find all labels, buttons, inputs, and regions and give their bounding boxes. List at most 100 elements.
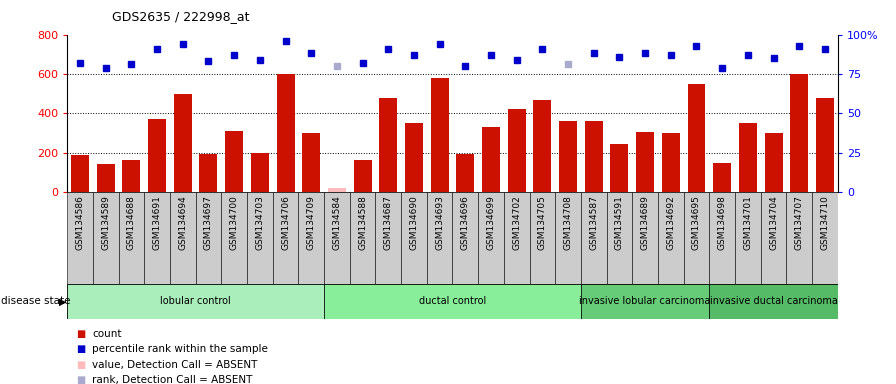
Bar: [401, 192, 426, 284]
Bar: [636, 132, 654, 192]
Bar: [93, 192, 118, 284]
Text: GSM134710: GSM134710: [821, 195, 830, 250]
Text: GSM134688: GSM134688: [127, 195, 136, 250]
Bar: [761, 192, 787, 284]
Text: GSM134706: GSM134706: [281, 195, 290, 250]
Text: GSM134694: GSM134694: [178, 195, 187, 250]
Bar: [478, 192, 504, 284]
Text: GDS2635 / 222998_at: GDS2635 / 222998_at: [112, 10, 249, 23]
Text: GSM134587: GSM134587: [590, 195, 599, 250]
Text: ■: ■: [76, 360, 85, 370]
Text: GSM134691: GSM134691: [152, 195, 161, 250]
Bar: [452, 192, 478, 284]
Text: GSM134584: GSM134584: [332, 195, 341, 250]
Text: ■: ■: [76, 375, 85, 384]
Bar: [687, 84, 705, 192]
Text: GSM134705: GSM134705: [538, 195, 547, 250]
Text: ductal control: ductal control: [418, 296, 487, 306]
Text: GSM134698: GSM134698: [718, 195, 727, 250]
Bar: [713, 164, 731, 192]
Text: ■: ■: [76, 344, 85, 354]
Text: GSM134690: GSM134690: [409, 195, 418, 250]
Bar: [118, 192, 144, 284]
Bar: [405, 123, 423, 192]
Text: ■: ■: [76, 329, 85, 339]
Bar: [123, 159, 141, 192]
Bar: [662, 133, 680, 192]
Text: disease state: disease state: [1, 296, 71, 306]
Bar: [812, 192, 838, 284]
Bar: [431, 78, 449, 192]
Bar: [247, 192, 272, 284]
Bar: [97, 164, 115, 192]
Bar: [530, 192, 556, 284]
Bar: [298, 192, 324, 284]
Bar: [581, 284, 710, 319]
Text: invasive ductal carcinoma: invasive ductal carcinoma: [710, 296, 838, 306]
Bar: [559, 121, 577, 192]
Bar: [581, 192, 607, 284]
Bar: [379, 98, 397, 192]
Bar: [221, 192, 247, 284]
Bar: [684, 192, 710, 284]
Text: GSM134692: GSM134692: [667, 195, 676, 250]
Bar: [710, 284, 838, 319]
Bar: [148, 119, 166, 192]
Bar: [787, 192, 812, 284]
Text: GSM134687: GSM134687: [383, 195, 392, 250]
Bar: [735, 192, 761, 284]
Bar: [200, 154, 218, 192]
Bar: [508, 109, 526, 192]
Bar: [272, 192, 298, 284]
Bar: [456, 154, 474, 192]
Bar: [324, 192, 349, 284]
Text: GSM134588: GSM134588: [358, 195, 367, 250]
Bar: [328, 188, 346, 192]
Bar: [764, 133, 782, 192]
Text: GSM134695: GSM134695: [692, 195, 701, 250]
Bar: [324, 284, 581, 319]
Bar: [375, 192, 401, 284]
Text: GSM134709: GSM134709: [306, 195, 315, 250]
Text: GSM134689: GSM134689: [641, 195, 650, 250]
Text: GSM134699: GSM134699: [487, 195, 495, 250]
Bar: [67, 192, 93, 284]
Text: GSM134700: GSM134700: [229, 195, 238, 250]
Bar: [585, 121, 603, 192]
Text: GSM134703: GSM134703: [255, 195, 264, 250]
Bar: [710, 192, 735, 284]
Bar: [610, 144, 628, 192]
Text: GSM134702: GSM134702: [513, 195, 521, 250]
Bar: [426, 192, 452, 284]
Text: invasive lobular carcinoma: invasive lobular carcinoma: [580, 296, 711, 306]
Bar: [504, 192, 530, 284]
Text: GSM134708: GSM134708: [564, 195, 573, 250]
Bar: [607, 192, 633, 284]
Bar: [67, 284, 324, 319]
Bar: [195, 192, 221, 284]
Bar: [349, 192, 375, 284]
Bar: [251, 153, 269, 192]
Text: ▶: ▶: [59, 296, 66, 306]
Bar: [170, 192, 195, 284]
Text: GSM134697: GSM134697: [204, 195, 213, 250]
Text: count: count: [92, 329, 122, 339]
Text: GSM134701: GSM134701: [744, 195, 753, 250]
Bar: [658, 192, 684, 284]
Bar: [144, 192, 170, 284]
Bar: [482, 127, 500, 192]
Text: GSM134586: GSM134586: [75, 195, 84, 250]
Bar: [633, 192, 658, 284]
Bar: [174, 94, 192, 192]
Text: GSM134696: GSM134696: [461, 195, 470, 250]
Text: lobular control: lobular control: [160, 296, 231, 306]
Bar: [739, 123, 757, 192]
Text: GSM134591: GSM134591: [615, 195, 624, 250]
Text: value, Detection Call = ABSENT: value, Detection Call = ABSENT: [92, 360, 258, 370]
Bar: [354, 159, 372, 192]
Bar: [556, 192, 581, 284]
Bar: [71, 155, 89, 192]
Text: rank, Detection Call = ABSENT: rank, Detection Call = ABSENT: [92, 375, 253, 384]
Bar: [790, 74, 808, 192]
Text: percentile rank within the sample: percentile rank within the sample: [92, 344, 268, 354]
